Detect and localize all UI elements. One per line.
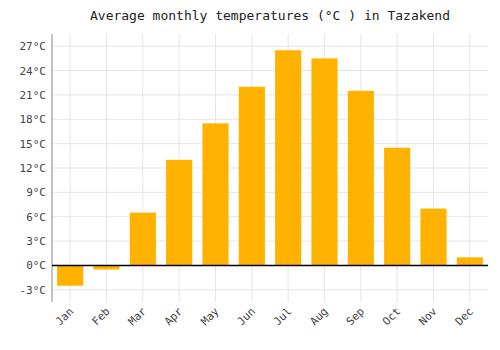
bar	[311, 58, 337, 265]
background	[0, 0, 500, 350]
grid-line-x	[70, 34, 71, 302]
bar	[202, 123, 228, 265]
x-tick-label: Jan	[53, 305, 76, 328]
title: Average monthly temperatures (°C ) in Ta…	[90, 8, 450, 23]
y-tick-label: 0°C	[26, 259, 46, 272]
bar	[130, 213, 156, 266]
x-tick-label: Oct	[380, 305, 403, 328]
y-tick-label: 6°C	[26, 211, 46, 224]
x-tick-label: Mar	[126, 305, 150, 329]
bar	[420, 209, 446, 266]
bar	[166, 160, 192, 266]
grid-line-y	[52, 70, 488, 71]
bar	[57, 265, 83, 285]
bars	[57, 50, 483, 286]
y-tick-label: 3°C	[26, 235, 46, 248]
grid-line-y	[52, 192, 488, 193]
chart-container: Average monthly temperatures (°C ) in Ta…	[0, 0, 500, 350]
x-tick-label: Feb	[89, 305, 112, 328]
bar	[384, 148, 410, 266]
grid-line-y	[52, 265, 488, 266]
y-tick-label: 21°C	[20, 89, 47, 102]
chart: Average monthly temperatures (°C ) in Ta…	[0, 0, 500, 350]
x-tick-label: Apr	[162, 305, 186, 329]
grid-line-y	[52, 46, 488, 47]
y-tick-label: 27°C	[20, 40, 47, 53]
x-tick-label: Sep	[344, 305, 367, 328]
zero-line	[52, 265, 488, 267]
y-tick-label: 12°C	[20, 162, 47, 175]
x-tick-label: Jul	[271, 305, 294, 328]
x-tick-label: May	[198, 305, 222, 329]
y-tick-label: 15°C	[20, 138, 47, 151]
x-tick-label: Dec	[453, 305, 476, 328]
bar	[239, 87, 265, 266]
grid-line-y	[52, 119, 488, 120]
bar	[457, 257, 483, 265]
grid-line-y	[52, 143, 488, 144]
x-tick-label: Jun	[235, 305, 258, 328]
grid-line-y	[52, 289, 488, 290]
bar	[275, 50, 301, 265]
y-tick-label: 9°C	[26, 186, 46, 199]
grid	[52, 34, 488, 302]
grid-line-y	[52, 168, 488, 169]
x-tick-label: Aug	[307, 305, 330, 328]
x-tick-label: Nov	[416, 305, 440, 329]
y-tick-label: -3°C	[20, 284, 47, 297]
grid-line-x	[106, 34, 107, 302]
y-tick-label: 18°C	[20, 113, 47, 126]
y-axis-line	[52, 34, 53, 302]
y-tick-label: 24°C	[20, 65, 47, 78]
grid-line-y	[52, 94, 488, 95]
bar	[348, 91, 374, 266]
